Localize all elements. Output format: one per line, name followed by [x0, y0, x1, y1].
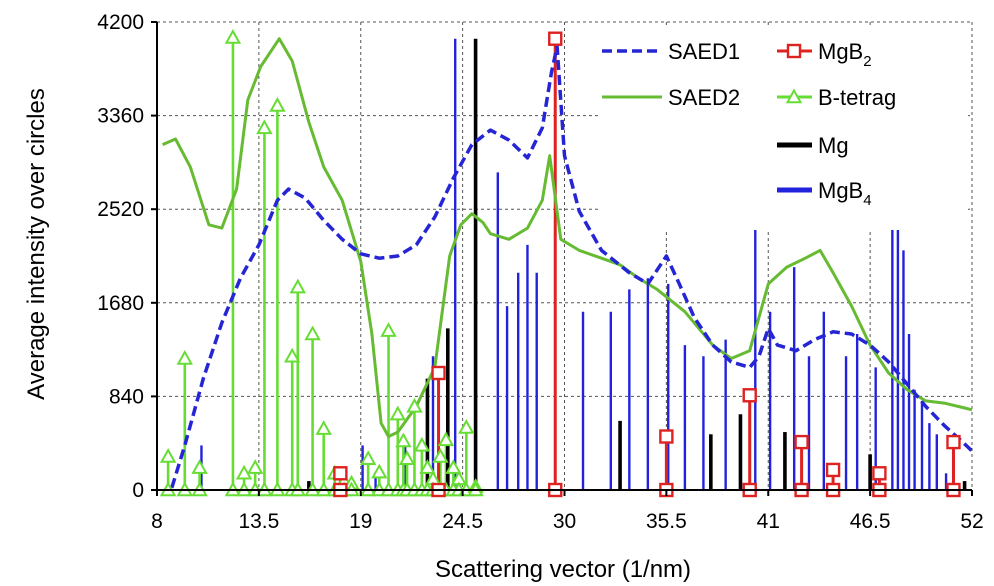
- btet-marker: [458, 419, 475, 434]
- btet-marker: [380, 322, 397, 337]
- btet-marker: [247, 459, 264, 474]
- x-tick-label: 46.5: [850, 510, 891, 533]
- legend-saed2-label: SAED2: [668, 85, 740, 110]
- btet-marker: [315, 420, 332, 435]
- legend-btet-label: B-tetrag: [818, 85, 896, 110]
- y-axis-label: Average intensity over circles: [23, 88, 50, 400]
- legend-mgb2-subscript: 2: [863, 53, 871, 70]
- mgb2-marker: [825, 462, 841, 478]
- x-tick-label: 30: [553, 510, 576, 533]
- btet-marker: [406, 397, 423, 413]
- legend-mgb4-subscript: 4: [863, 192, 871, 209]
- axes: [151, 21, 973, 496]
- legend-saed1-label: SAED1: [668, 39, 740, 64]
- mgb2-marker: [659, 429, 674, 444]
- btet-marker: [437, 431, 455, 447]
- mgb2-marker: [742, 388, 757, 403]
- x-tick-label: 24.5: [442, 510, 483, 533]
- btet-marker: [235, 464, 253, 480]
- legend-background: [598, 26, 968, 230]
- btet-marker: [191, 459, 208, 474]
- x-tick-label: 19: [349, 510, 372, 533]
- saed1-line: [170, 44, 974, 489]
- x-tick-label: 52: [960, 510, 983, 533]
- x-tick-label: 35.5: [646, 510, 687, 533]
- saed2-line: [162, 37, 973, 438]
- btet-marker: [224, 29, 242, 44]
- btet-marker: [419, 459, 436, 474]
- y-tick-label: 840: [109, 385, 144, 408]
- mgb2-marker: [431, 365, 446, 381]
- tick-labels: 8 13.5 19 24.5 30 35.5 41 46.5 52 0 840 1680 2520 336…: [97, 11, 983, 533]
- saed-curves: [162, 37, 974, 489]
- x-tick-label: 13.5: [238, 510, 279, 533]
- legend-btet-marker: [785, 88, 803, 104]
- x-tick-label: 41: [757, 510, 780, 533]
- x-axis-label: Scattering vector (1/nm): [435, 556, 691, 583]
- y-tick-label: 0: [132, 479, 144, 502]
- btet-marker: [284, 347, 301, 363]
- y-tick-label: 2520: [97, 198, 144, 221]
- btet-marker: [413, 436, 431, 452]
- btet-marker: [256, 119, 273, 135]
- mgb2-marker: [794, 434, 809, 450]
- btet-marker: [398, 450, 416, 465]
- legend-mgb2-marker: [786, 43, 802, 59]
- x-tick-label: 8: [151, 510, 163, 533]
- btet-marker: [269, 97, 286, 112]
- btet-marker: [395, 432, 412, 448]
- y-tick-label: 4200: [97, 11, 144, 34]
- btet-marker: [371, 463, 388, 479]
- btet-marker: [445, 459, 462, 474]
- btet-marker: [432, 448, 449, 463]
- mgb2-marker: [548, 31, 563, 46]
- btet-marker: [176, 349, 193, 365]
- legend-mg-label: Mg: [818, 133, 849, 158]
- y-tick-label: 3360: [97, 105, 144, 128]
- btet-marker: [289, 278, 306, 294]
- mgb2-marker: [333, 466, 348, 481]
- mgb2-marker: [946, 434, 961, 450]
- btet-marker: [389, 405, 406, 421]
- mgb2-marker: [872, 466, 887, 481]
- btet-marker: [304, 325, 321, 341]
- reference-sticks: [166, 37, 967, 490]
- btet-marker: [360, 450, 377, 465]
- y-tick-label: 1680: [97, 292, 144, 315]
- btet-marker: [159, 448, 177, 463]
